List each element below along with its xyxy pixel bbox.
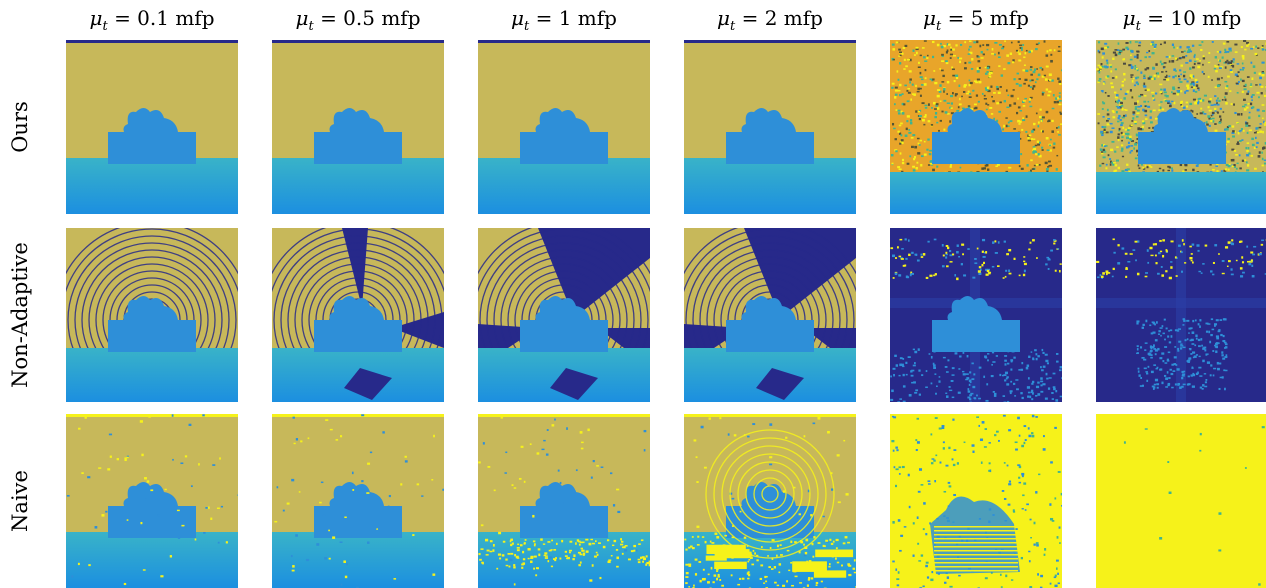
depth-image-r0-c3 bbox=[684, 40, 856, 214]
depth-image-r1-c3 bbox=[684, 228, 856, 402]
depth-image-r1-c2 bbox=[478, 228, 650, 402]
depth-image-r2-c4 bbox=[890, 414, 1062, 588]
depth-image-r1-c1 bbox=[272, 228, 444, 402]
column-header-1: μt = 0.5 mfp bbox=[268, 6, 448, 34]
depth-image-r2-c0 bbox=[66, 414, 238, 588]
depth-image-r0-c5 bbox=[1096, 40, 1266, 214]
column-header-2: μt = 1 mfp bbox=[474, 6, 654, 34]
depth-image-r1-c4 bbox=[890, 228, 1062, 402]
depth-image-r0-c4 bbox=[890, 40, 1062, 214]
depth-image-r1-c0 bbox=[66, 228, 238, 402]
column-header-4: μt = 5 mfp bbox=[886, 6, 1066, 34]
row-label-1: Non-Adaptive bbox=[0, 228, 40, 402]
depth-image-r2-c3 bbox=[684, 414, 856, 588]
depth-image-r0-c2 bbox=[478, 40, 650, 214]
column-header-3: μt = 2 mfp bbox=[680, 6, 860, 34]
row-label-2: Naive bbox=[0, 414, 40, 588]
row-label-0: Ours bbox=[0, 40, 40, 214]
depth-image-r2-c5 bbox=[1096, 414, 1266, 588]
depth-image-r2-c2 bbox=[478, 414, 650, 588]
depth-image-r0-c0 bbox=[66, 40, 238, 214]
depth-image-r1-c5 bbox=[1096, 228, 1266, 402]
column-header-0: μt = 0.1 mfp bbox=[62, 6, 242, 34]
depth-image-r2-c1 bbox=[272, 414, 444, 588]
column-header-5: μt = 10 mfp bbox=[1092, 6, 1266, 34]
depth-image-r0-c1 bbox=[272, 40, 444, 214]
